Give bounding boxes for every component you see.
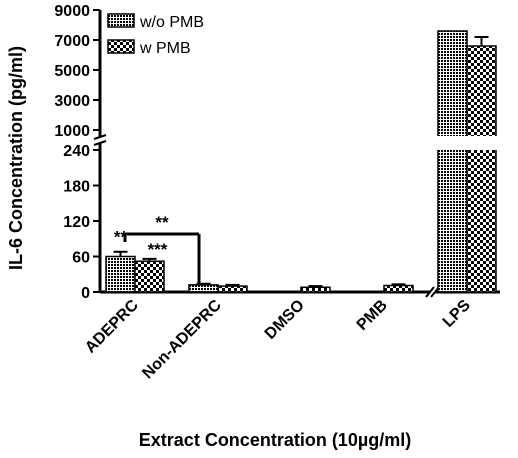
category-label: DMSO [262,297,308,343]
y-axis-title: IL-6 Concentration (pg/ml) [6,46,26,270]
y-tick-label: 1000 [54,123,90,140]
significance-label: *** [148,240,168,259]
y-tick-label: 3000 [54,93,90,110]
legend-swatch-w-pmb [107,39,135,54]
bar [437,30,468,293]
y-tick-label: 0 [81,285,90,302]
category-label: LPS [440,297,474,331]
axis-break-mark [93,134,107,140]
category-label: ADEPRC [82,296,142,356]
category-label: Non-ADEPRC [139,296,225,382]
bar [134,260,165,293]
legend-label-wo-pmb: w/o PMB [139,14,204,31]
bar [300,286,331,293]
bar-break-gap [465,136,498,150]
axis-break-mark [93,140,107,146]
y-tick-label: 9000 [54,3,90,20]
bar-break-gap [436,136,469,150]
category-label: PMB [354,297,391,334]
legend-label-w-pmb: w PMB [139,40,191,57]
bar [105,255,136,293]
bar [466,45,497,293]
significance-annotations: ******* [114,213,201,283]
y-tick-label: 180 [63,179,90,196]
bar [383,284,414,293]
significance-label: ** [155,213,169,232]
y-tick-label: 60 [72,250,90,267]
y-tick-label: 120 [63,214,90,231]
bar [188,284,219,293]
legend-swatch-wo-pmb [107,13,135,28]
bar [217,285,248,293]
y-tick-label: 240 [63,143,90,160]
y-tick-label: 5000 [54,63,90,80]
legend: w/o PMB w PMB [107,13,204,57]
bars [105,30,498,293]
axis-break-mark [425,286,435,298]
x-axis-title: Extract Concentration (10µg/ml) [139,430,411,450]
y-tick-label: 7000 [54,33,90,50]
